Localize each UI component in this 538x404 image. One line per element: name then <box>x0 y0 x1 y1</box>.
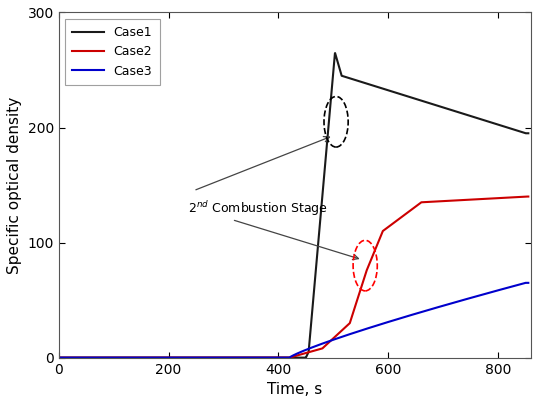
Case2 <box>465 197 472 202</box>
Case1 <box>332 50 338 55</box>
Case3 <box>236 355 242 360</box>
Case3 <box>109 355 116 360</box>
Case2 <box>109 355 116 360</box>
Line: Case2: Case2 <box>59 197 528 358</box>
Case1 <box>516 129 522 134</box>
Case3 <box>516 282 522 287</box>
Case1 <box>109 355 116 360</box>
Y-axis label: Specific optical density: Specific optical density <box>7 97 22 274</box>
Case2 <box>236 355 242 360</box>
Case2 <box>55 355 62 360</box>
Case1 <box>256 355 263 360</box>
Case2 <box>256 355 263 360</box>
Case1 <box>236 355 242 360</box>
Legend: Case1, Case2, Case3: Case1, Case2, Case3 <box>65 19 160 85</box>
Text: 2$^{nd}$ Combustion Stage: 2$^{nd}$ Combustion Stage <box>188 199 328 217</box>
Case2 <box>522 194 529 199</box>
Case2 <box>137 355 144 360</box>
Case1 <box>55 355 62 360</box>
Case3 <box>55 355 62 360</box>
Case3 <box>522 280 529 285</box>
Line: Case3: Case3 <box>59 283 528 358</box>
Case3 <box>256 355 263 360</box>
X-axis label: Time, s: Time, s <box>267 382 322 397</box>
Case1 <box>137 355 144 360</box>
Case3 <box>137 355 144 360</box>
Case2 <box>516 194 522 199</box>
Case2 <box>525 194 532 199</box>
Line: Case1: Case1 <box>59 53 528 358</box>
Case1 <box>525 131 532 136</box>
Case3 <box>465 296 472 301</box>
Case3 <box>525 280 532 285</box>
Case1 <box>465 113 472 118</box>
